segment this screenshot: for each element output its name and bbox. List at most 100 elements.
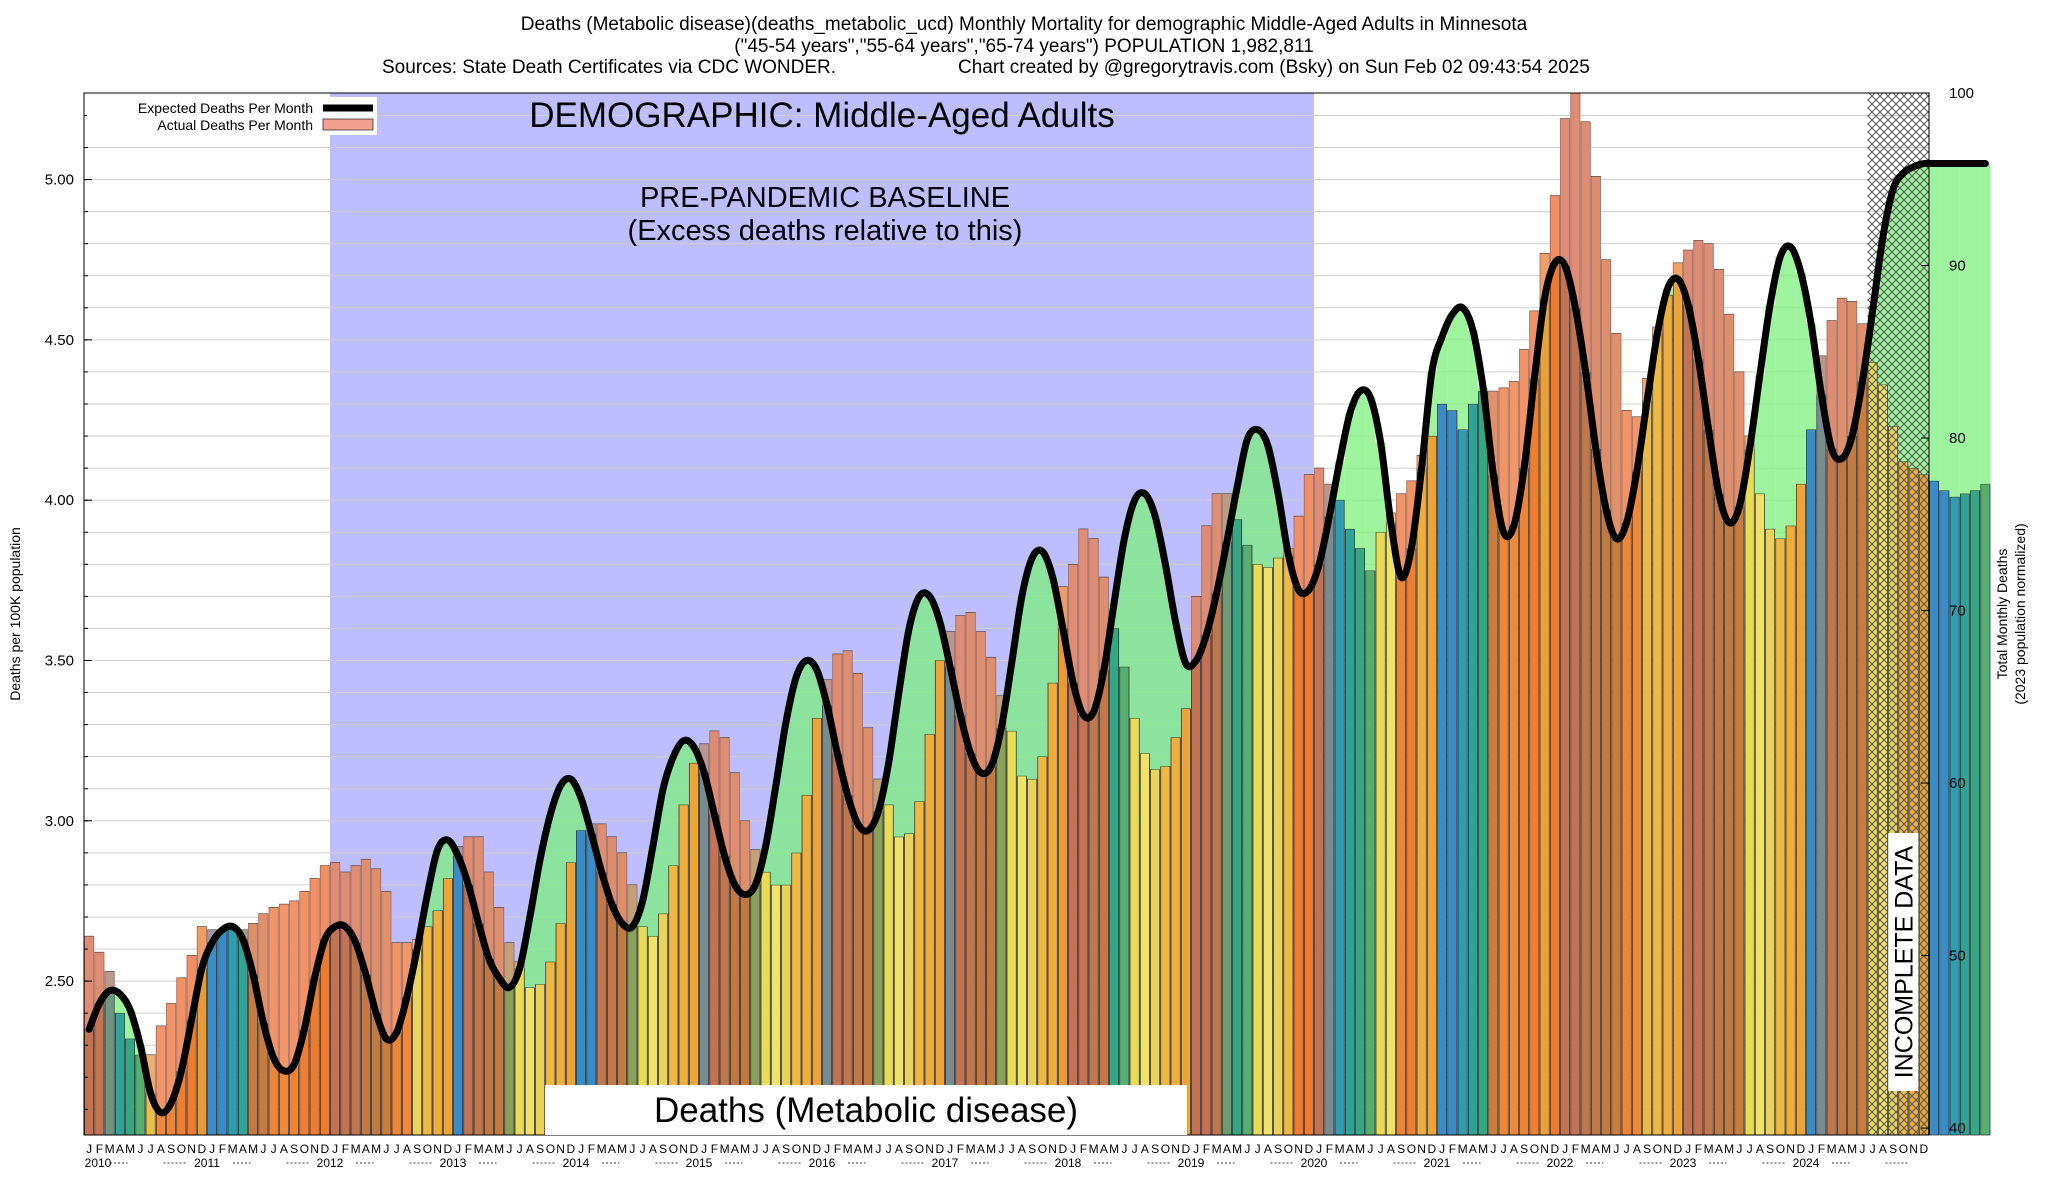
excess-area xyxy=(1098,577,1109,671)
excess-area xyxy=(596,824,607,873)
excess-area xyxy=(299,891,310,1030)
x-month-label: O xyxy=(1407,1142,1416,1156)
bar xyxy=(1467,403,1478,1136)
bar xyxy=(1160,765,1171,1136)
excess-area xyxy=(401,942,412,998)
bar xyxy=(934,660,945,1136)
bar xyxy=(801,794,812,1136)
x-month-label: O xyxy=(1530,1142,1539,1156)
x-month-label: S xyxy=(1889,1142,1897,1156)
x-month-label: O xyxy=(915,1142,924,1156)
bar xyxy=(1006,730,1017,1136)
right-tick-label: 100 xyxy=(1949,85,1974,102)
bar xyxy=(217,929,228,1136)
baseline-sublabel: (Excess deaths relative to this) xyxy=(628,215,1023,247)
deficit-area xyxy=(1929,163,1940,481)
x-month-label: A xyxy=(1387,1142,1395,1156)
deficit-area xyxy=(1447,314,1458,411)
x-month-label: A xyxy=(485,1142,493,1156)
x-month-label: J xyxy=(271,1142,277,1156)
excess-area xyxy=(1191,596,1202,661)
x-month-label: M xyxy=(371,1142,381,1156)
x-month-label: A xyxy=(1223,1142,1231,1156)
deficit-area xyxy=(1027,557,1038,780)
bar xyxy=(1662,294,1673,1136)
excess-area xyxy=(1734,371,1745,507)
x-month-label: O xyxy=(1653,1142,1662,1156)
excess-area xyxy=(1088,538,1099,712)
excess-area xyxy=(319,865,330,940)
x-month-label: A xyxy=(854,1142,862,1156)
x-month-label: S xyxy=(905,1142,913,1156)
excess-area xyxy=(371,868,382,1014)
excess-area xyxy=(1406,480,1417,549)
bar xyxy=(699,743,710,1136)
deficit-area xyxy=(1262,445,1273,568)
bar xyxy=(1221,493,1232,1136)
bar xyxy=(1344,528,1355,1136)
x-month-label: M xyxy=(228,1142,238,1156)
excess-area xyxy=(1724,314,1735,523)
excess-area xyxy=(750,849,761,885)
x-month-label: A xyxy=(1879,1142,1887,1156)
excess-area xyxy=(1529,311,1540,379)
x-year-label: 2010 xyxy=(85,1156,112,1170)
x-month-label: J xyxy=(640,1142,646,1156)
bar xyxy=(1959,493,1970,1136)
x-month-label: F xyxy=(1818,1142,1825,1156)
x-month-label: S xyxy=(659,1142,667,1156)
x-month-label: J xyxy=(517,1142,523,1156)
cause-banner-box xyxy=(545,1085,1187,1135)
x-month-label: M xyxy=(1581,1142,1591,1156)
deficit-area xyxy=(1959,163,1970,494)
incomplete-label-box xyxy=(1888,833,1919,1091)
bar xyxy=(1539,252,1550,1136)
x-month-label: D xyxy=(936,1142,945,1156)
x-month-label: J xyxy=(578,1142,584,1156)
bar xyxy=(1683,249,1694,1136)
x-month-label: J xyxy=(1613,1142,1619,1156)
deficit-area xyxy=(668,756,679,866)
deficit-area xyxy=(1252,429,1263,565)
x-month-label: A xyxy=(362,1142,370,1156)
x-month-label: A xyxy=(280,1142,288,1156)
bar xyxy=(924,733,935,1136)
x-month-label: S xyxy=(413,1142,421,1156)
deficit-area xyxy=(1375,442,1386,533)
excess-area xyxy=(463,836,474,885)
chart-title-line1: Deaths (Metabolic disease)(deaths_metabo… xyxy=(520,14,1528,35)
bar xyxy=(1642,377,1653,1136)
bar xyxy=(442,878,453,1136)
x-month-label: M xyxy=(1847,1142,1857,1156)
deficit-area xyxy=(1180,663,1191,709)
x-month-label: M xyxy=(494,1142,504,1156)
excess-area xyxy=(350,865,361,943)
deficit-area xyxy=(1355,391,1366,549)
x-month-label: J xyxy=(209,1142,215,1156)
x-month-label: J xyxy=(1070,1142,1076,1156)
right-tick-label: 60 xyxy=(1949,775,1966,792)
y-axis-label-left: Deaths per 100K population xyxy=(7,527,23,701)
bar xyxy=(1396,493,1407,1136)
bar xyxy=(1119,666,1130,1136)
x-month-label: M xyxy=(351,1142,361,1156)
excess-area xyxy=(1549,195,1560,263)
excess-area xyxy=(1488,391,1499,475)
x-month-label: D xyxy=(1059,1142,1068,1156)
bar xyxy=(1027,778,1038,1136)
x-month-label: O xyxy=(1038,1142,1047,1156)
deficit-area xyxy=(1795,272,1806,485)
x-month-label: M xyxy=(1724,1142,1734,1156)
x-month-label: F xyxy=(96,1142,103,1156)
excess-area xyxy=(709,731,720,815)
deficit-area xyxy=(1754,375,1765,494)
bar xyxy=(524,987,535,1136)
deficit-area xyxy=(688,747,699,764)
bar xyxy=(1478,390,1489,1136)
deficit-area xyxy=(1139,493,1150,754)
x-year-label: 2019 xyxy=(1178,1156,1205,1170)
x-month-label: N xyxy=(1663,1142,1672,1156)
excess-area xyxy=(145,1054,156,1094)
bar xyxy=(1939,490,1950,1136)
deficit-area xyxy=(637,900,648,927)
